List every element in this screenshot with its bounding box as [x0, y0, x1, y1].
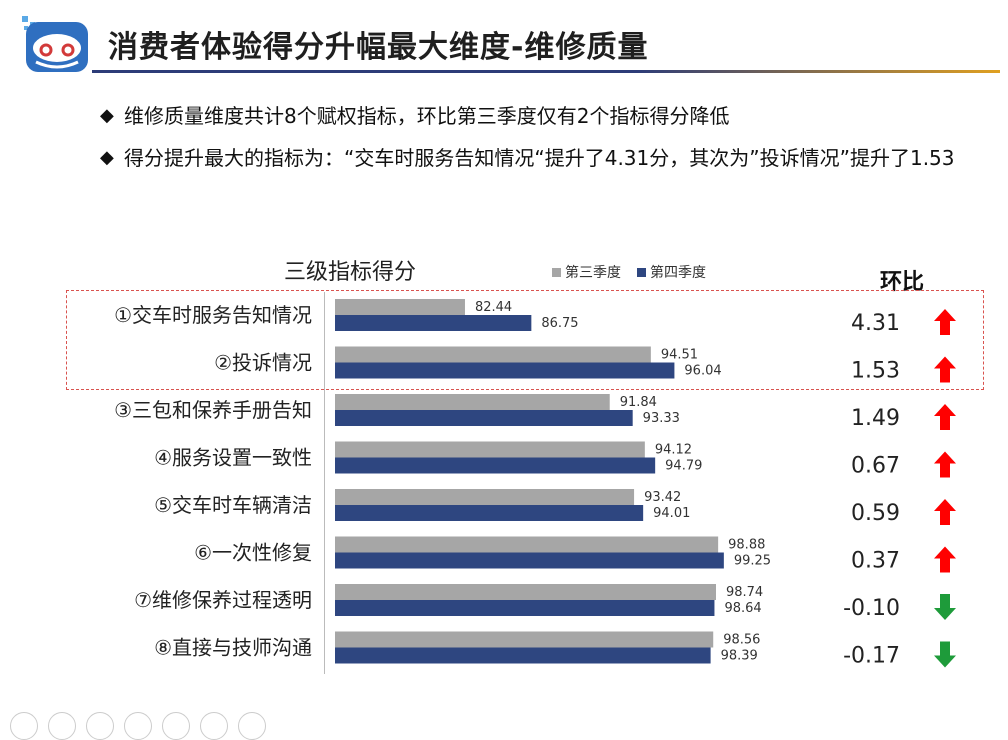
- decor-circle: [48, 712, 76, 740]
- data-label: 94.12: [655, 443, 692, 458]
- bullet-item: ◆ 得分提升最大的指标为：“交车时服务告知情况“提升了4.31分，其次为”投诉情…: [100, 142, 960, 174]
- bar-q4: [335, 552, 724, 569]
- mom-value: 0.67: [851, 454, 900, 479]
- legend-swatch: [637, 267, 646, 277]
- category-label: ②投诉情况: [214, 351, 312, 375]
- bar-q3: [335, 536, 719, 553]
- data-label: 94.79: [665, 459, 702, 474]
- mom-value: -0.17: [843, 644, 900, 669]
- bar-q4: [335, 315, 532, 331]
- data-label: 98.64: [724, 601, 761, 616]
- decor-circle: [124, 712, 152, 740]
- bar-q4: [335, 362, 675, 379]
- category-label: ⑥一次性修复: [194, 541, 312, 565]
- bullet-text: 得分提升最大的指标为：“交车时服务告知情况“提升了4.31分，其次为”投诉情况”…: [124, 146, 955, 170]
- bar-q3: [335, 394, 610, 410]
- diamond-bullet-icon: ◆: [100, 147, 114, 168]
- legend-label: 第三季度: [565, 265, 621, 281]
- mom-value: -0.10: [843, 596, 900, 621]
- data-label: 86.75: [541, 316, 578, 331]
- chart-title: 三级指标得分: [284, 260, 417, 285]
- category-label: ④服务设置一致性: [154, 446, 312, 470]
- data-label: 98.39: [721, 649, 758, 664]
- data-label: 82.44: [475, 300, 512, 315]
- bullet-text: 维修质量维度共计8个赋权指标，环比第三季度仅有2个指标得分降低: [124, 104, 730, 128]
- legend-label: 第四季度: [650, 265, 706, 281]
- bar-q4: [335, 600, 715, 616]
- data-label: 91.84: [620, 395, 657, 410]
- arrow-up-icon: [934, 546, 956, 573]
- data-label: 98.56: [723, 633, 760, 648]
- bar-q3: [335, 584, 716, 600]
- legend-item-q4: 第四季度: [637, 262, 706, 282]
- category-label: ⑤交车时车辆清洁: [154, 493, 312, 517]
- decor-circle: [10, 712, 38, 740]
- decor-circle: [162, 712, 190, 740]
- data-label: 98.74: [726, 585, 763, 600]
- title-divider: [92, 70, 1000, 73]
- bar-q4: [335, 410, 633, 426]
- bar-q4: [335, 457, 656, 474]
- data-label: 98.88: [728, 538, 765, 553]
- mom-value: 4.31: [851, 311, 900, 336]
- bar-q3: [335, 299, 465, 315]
- arrow-up-icon: [934, 451, 956, 478]
- arrow-down-icon: [934, 594, 956, 620]
- decor-circle: [86, 712, 114, 740]
- bar-q3: [335, 346, 651, 363]
- page-title: 消费者体验得分升幅最大维度-维修质量: [108, 30, 649, 65]
- mom-value: 0.37: [851, 549, 900, 574]
- arrow-up-icon: [934, 404, 956, 430]
- legend-item-q3: 第三季度: [552, 262, 621, 282]
- arrow-up-icon: [934, 309, 956, 335]
- bullet-list: ◆ 维修质量维度共计8个赋权指标，环比第三季度仅有2个指标得分降低 ◆ 得分提升…: [100, 100, 960, 184]
- data-label: 94.01: [653, 506, 690, 521]
- legend-swatch: [552, 267, 561, 277]
- category-label: ①交车时服务告知情况: [114, 303, 312, 327]
- arrow-down-icon: [934, 641, 956, 668]
- bullet-item: ◆ 维修质量维度共计8个赋权指标，环比第三季度仅有2个指标得分降低: [100, 100, 960, 132]
- bar-q3: [335, 441, 645, 458]
- bar-q4: [335, 647, 711, 664]
- data-label: 93.42: [644, 490, 681, 505]
- data-label: 99.25: [734, 554, 771, 569]
- diamond-bullet-icon: ◆: [100, 105, 114, 126]
- logo-icon: [22, 16, 88, 72]
- bar-q3: [335, 489, 635, 505]
- bar-q4: [335, 505, 644, 521]
- chart-legend: 第三季度 第四季度: [552, 262, 706, 282]
- data-label: 94.51: [661, 348, 698, 363]
- mom-value: 1.49: [851, 406, 900, 431]
- chart-axis-line: [324, 292, 325, 674]
- category-label: ⑦维修保养过程透明: [134, 588, 312, 612]
- decor-circle: [200, 712, 228, 740]
- arrow-up-icon: [934, 499, 956, 525]
- data-label: 96.04: [684, 364, 721, 379]
- mom-value: 1.53: [851, 359, 900, 384]
- mom-value: 0.59: [851, 501, 900, 526]
- bar-q3: [335, 631, 714, 648]
- category-label: ③三包和保养手册告知: [114, 398, 312, 422]
- category-label: ⑧直接与技师沟通: [154, 636, 312, 660]
- decor-circle: [238, 712, 266, 740]
- highlight-box: [66, 290, 984, 390]
- arrow-up-icon: [934, 356, 956, 383]
- bottom-decoration: [10, 712, 266, 740]
- data-label: 93.33: [643, 411, 680, 426]
